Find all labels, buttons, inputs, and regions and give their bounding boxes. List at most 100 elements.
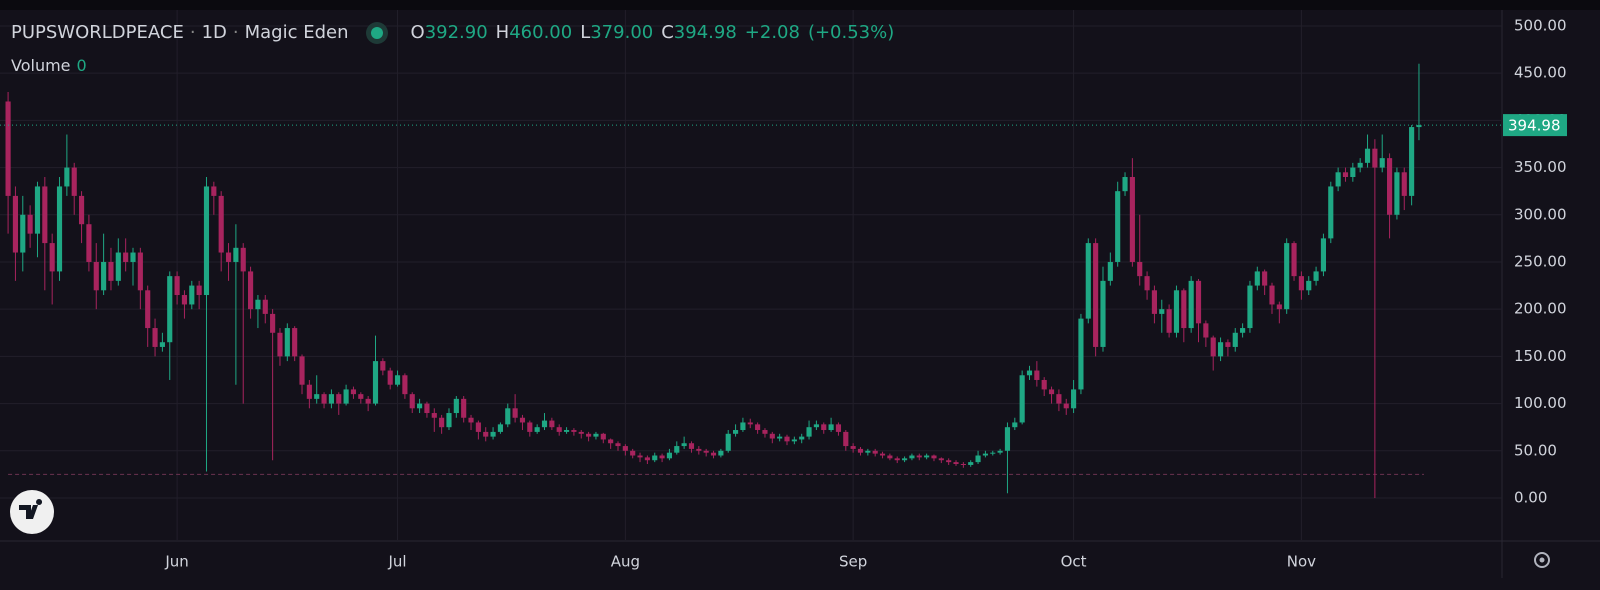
candle-body bbox=[145, 290, 151, 329]
y-tick-label: 450.00 bbox=[1514, 64, 1567, 82]
candle-body bbox=[497, 424, 503, 432]
candle-body bbox=[887, 455, 893, 459]
candle-body bbox=[953, 462, 959, 465]
candle-body bbox=[453, 398, 459, 414]
candle-body bbox=[137, 252, 143, 291]
candle-body bbox=[1328, 186, 1334, 239]
candle-body bbox=[813, 424, 819, 428]
candle-body bbox=[688, 443, 695, 449]
candle-body bbox=[732, 430, 739, 434]
candle-body bbox=[431, 413, 437, 418]
gear[interactable] bbox=[1534, 552, 1550, 568]
settings-icon[interactable] bbox=[1534, 552, 1550, 568]
candle-body bbox=[358, 394, 364, 399]
candle-body bbox=[123, 252, 129, 262]
candle-body bbox=[622, 446, 628, 451]
candle-body bbox=[1181, 290, 1187, 329]
candle-body bbox=[189, 285, 195, 305]
sep: · bbox=[232, 22, 239, 43]
candle-body bbox=[71, 167, 77, 196]
candle-body bbox=[306, 384, 312, 399]
ohlc-close: C394.98 bbox=[661, 22, 737, 43]
candle-body bbox=[394, 375, 401, 385]
candle-body bbox=[380, 361, 386, 371]
candle-body bbox=[946, 460, 952, 463]
candle-body bbox=[615, 443, 621, 447]
candle-body bbox=[725, 433, 731, 451]
candle-body bbox=[740, 422, 746, 431]
candle-body bbox=[534, 427, 540, 432]
candle-body bbox=[1217, 342, 1224, 357]
candle-body bbox=[314, 394, 320, 399]
y-tick-label: 500.00 bbox=[1514, 16, 1567, 34]
candle-body bbox=[571, 430, 577, 432]
candle-body bbox=[1357, 162, 1363, 168]
candle-body bbox=[1364, 148, 1371, 163]
candle-body bbox=[1019, 375, 1025, 423]
candle-body bbox=[1320, 238, 1327, 272]
candle-body bbox=[1107, 261, 1113, 281]
sep: · bbox=[189, 22, 196, 43]
candle-body bbox=[1063, 403, 1069, 409]
candle-body bbox=[1041, 379, 1047, 390]
y-tick-label: 200.00 bbox=[1514, 300, 1567, 318]
candle-body bbox=[519, 417, 526, 423]
volume-value: 0 bbox=[76, 56, 87, 75]
candle-body bbox=[1203, 323, 1209, 338]
interval: 1D bbox=[201, 22, 227, 43]
candle-body bbox=[703, 450, 709, 453]
candle-body bbox=[879, 453, 886, 456]
label: L bbox=[580, 22, 591, 43]
candle-body bbox=[218, 195, 224, 253]
candle-body bbox=[821, 424, 827, 431]
candle-body bbox=[600, 433, 606, 440]
candle-body bbox=[284, 328, 290, 357]
candle-body bbox=[593, 433, 599, 437]
candle-body bbox=[1232, 332, 1238, 347]
candle-body bbox=[659, 455, 665, 459]
label: C bbox=[661, 22, 674, 43]
candle-body bbox=[1085, 243, 1091, 319]
candle-body bbox=[130, 252, 136, 262]
tv-logo[interactable] bbox=[10, 490, 54, 534]
candle-body bbox=[1188, 280, 1194, 329]
candle-body bbox=[777, 436, 783, 439]
candle-body bbox=[292, 328, 298, 357]
candle-body bbox=[1166, 309, 1172, 333]
candle-body bbox=[299, 356, 305, 385]
candle-body bbox=[446, 413, 452, 428]
x-tick-label: Sep bbox=[839, 553, 867, 571]
candle-body bbox=[34, 186, 41, 234]
candle-body bbox=[159, 342, 165, 347]
candle-body bbox=[975, 455, 981, 463]
ohlc-low: L379.00 bbox=[580, 22, 653, 43]
change: +2.08 bbox=[744, 22, 800, 43]
candle-body bbox=[255, 299, 261, 310]
candle-body bbox=[167, 276, 173, 343]
candle-body bbox=[850, 446, 856, 449]
candle-body bbox=[181, 295, 188, 305]
candle-body bbox=[924, 455, 930, 458]
candle-body bbox=[541, 420, 548, 428]
y-tick-label: 50.00 bbox=[1514, 441, 1557, 459]
candle-body bbox=[490, 431, 496, 437]
candle-body bbox=[556, 427, 562, 432]
candle-body bbox=[747, 422, 753, 425]
candle-body bbox=[12, 195, 19, 253]
candle-body bbox=[1144, 276, 1150, 291]
y-tick-label: 100.00 bbox=[1514, 394, 1567, 412]
candle-body bbox=[277, 332, 283, 357]
candle-body bbox=[674, 446, 680, 453]
candle-body bbox=[233, 247, 239, 262]
top-strip bbox=[0, 0, 1600, 10]
y-tick-label: 150.00 bbox=[1514, 347, 1567, 365]
candle-body bbox=[1026, 370, 1033, 376]
candle-body bbox=[1129, 177, 1135, 262]
candle-body bbox=[262, 299, 268, 314]
exchange: Magic Eden bbox=[244, 22, 349, 43]
candle-body bbox=[990, 452, 996, 454]
candle-body bbox=[468, 417, 474, 423]
candle-body bbox=[1151, 290, 1157, 314]
candle-body bbox=[1401, 172, 1407, 196]
